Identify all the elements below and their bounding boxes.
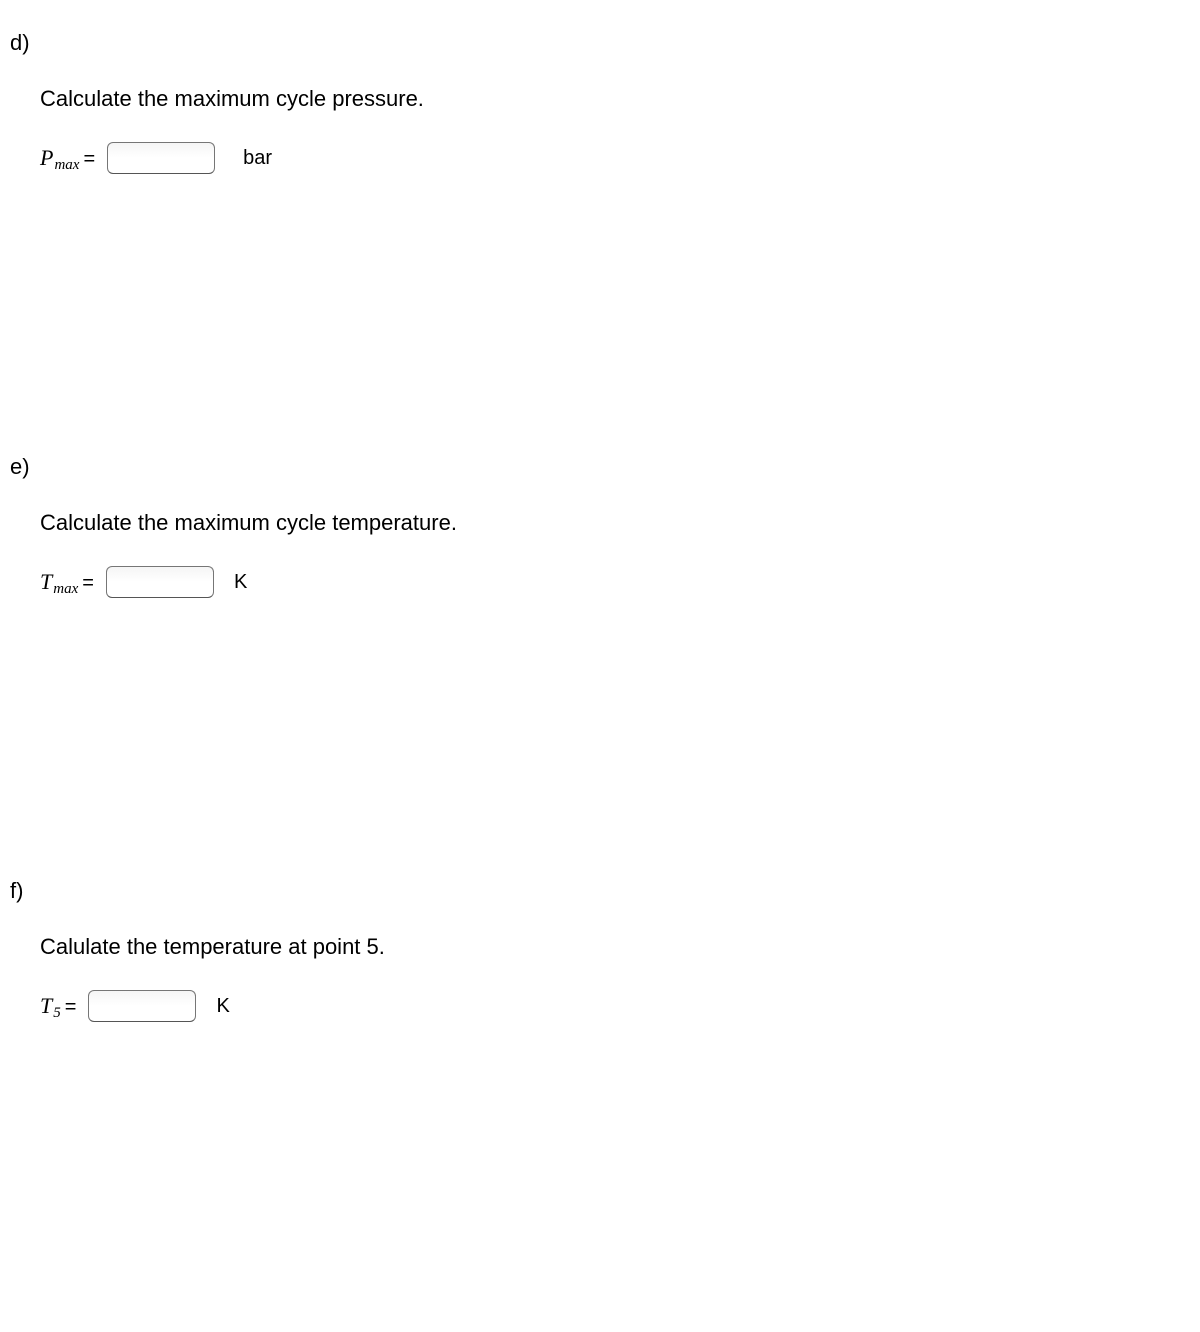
variable-label: Pmax =	[40, 145, 99, 171]
unit-label: K	[216, 995, 229, 1018]
variable-base: T	[40, 569, 52, 595]
question-prompt: Calculate the maximum cycle pressure.	[40, 86, 1190, 112]
unit-label: K	[234, 571, 247, 594]
question-label: d)	[10, 30, 1190, 56]
answer-row: Tmax = K	[40, 566, 1190, 598]
answer-row: Pmax = bar	[40, 142, 1190, 174]
tmax-input[interactable]	[106, 566, 214, 598]
answer-row: T5 = K	[40, 990, 1190, 1022]
variable-subscript: max	[54, 157, 79, 174]
pmax-input[interactable]	[107, 142, 215, 174]
variable-label: Tmax =	[40, 569, 98, 595]
variable-base: P	[40, 145, 53, 171]
equals-sign: =	[82, 572, 94, 595]
question-prompt: Calculate the maximum cycle temperature.	[40, 510, 1190, 536]
equals-sign: =	[65, 996, 77, 1019]
question-label: f)	[10, 878, 1190, 904]
variable-label: T5 =	[40, 993, 80, 1019]
question-e: e) Calculate the maximum cycle temperatu…	[10, 454, 1190, 598]
variable-base: T	[40, 993, 52, 1019]
variable-subscript: 5	[53, 1005, 61, 1022]
equals-sign: =	[83, 148, 95, 171]
question-label: e)	[10, 454, 1190, 480]
unit-label: bar	[243, 147, 272, 170]
variable-subscript: max	[53, 581, 78, 598]
question-f: f) Calulate the temperature at point 5. …	[10, 878, 1190, 1022]
question-d: d) Calculate the maximum cycle pressure.…	[10, 30, 1190, 174]
t5-input[interactable]	[88, 990, 196, 1022]
question-prompt: Calulate the temperature at point 5.	[40, 934, 1190, 960]
